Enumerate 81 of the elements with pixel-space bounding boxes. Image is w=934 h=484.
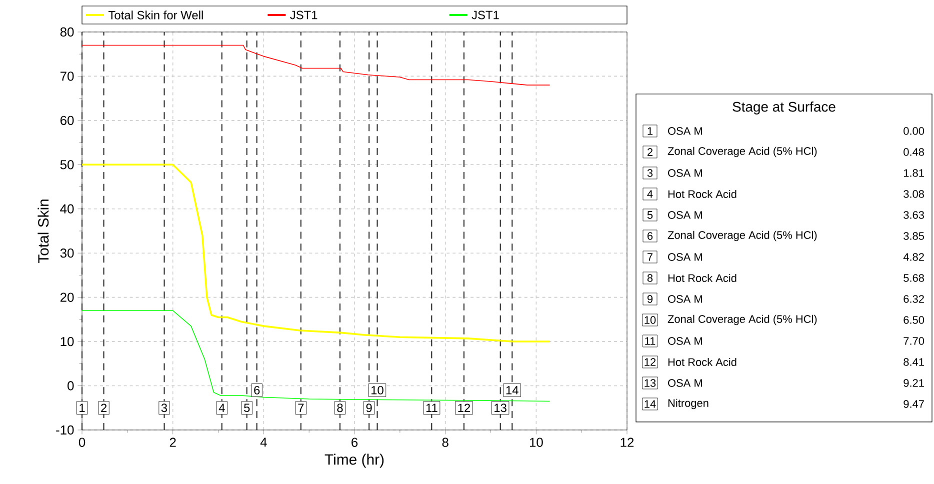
- text: 8: [647, 274, 653, 282]
- y-axis-title: Total Skin: [38, 200, 49, 264]
- text: 0.48: [904, 148, 924, 156]
- text: 1: [648, 127, 653, 135]
- annotation: 3: [161, 404, 168, 412]
- text: Hot Rock Acid: [668, 358, 736, 366]
- text: Stage at Surface: [732, 101, 836, 114]
- text: Nitrogen: [668, 398, 708, 410]
- legend-label: JST1: [472, 10, 499, 20]
- y-tick-label: 40: [60, 204, 74, 214]
- text: OSA M: [668, 337, 702, 345]
- y-tick-label: 0: [68, 381, 74, 390]
- text: 7.70: [904, 337, 924, 345]
- y-tick-label: 70: [60, 72, 74, 81]
- legend-label: Total Skin for Well: [108, 10, 203, 20]
- text: 13: [644, 379, 656, 387]
- text: OSA M: [668, 211, 702, 219]
- text: 3.85: [904, 232, 924, 240]
- text: Zonal Coverage Acid (5% HCl): [668, 314, 817, 326]
- annotation: 11: [426, 404, 438, 412]
- text: 6.32: [904, 295, 924, 303]
- x-tick-label: 8: [442, 438, 448, 447]
- x-tick-label: 10: [530, 438, 543, 447]
- annotation: 14: [506, 386, 518, 394]
- text: 11: [645, 337, 656, 345]
- x-tick-label: 4: [260, 438, 267, 447]
- line-series: [82, 44, 550, 86]
- text: 9.47: [904, 400, 924, 408]
- x-tick-label: 12: [620, 438, 634, 447]
- annotation: 2: [101, 404, 107, 412]
- annotation: 8: [337, 404, 343, 412]
- y-tick-label: 60: [60, 116, 74, 126]
- annotation: 9: [366, 404, 372, 412]
- text: 3.08: [904, 190, 924, 198]
- annotation: 10: [371, 386, 384, 394]
- text: 3.63: [904, 211, 924, 219]
- text: Hot Rock Acid: [668, 274, 736, 282]
- x-tick-label: 0: [78, 438, 86, 447]
- text: OSA M: [668, 169, 702, 177]
- text: 5.68: [904, 274, 924, 282]
- x-axis-title: Time (hr): [324, 454, 384, 468]
- legend-label: JST1: [290, 10, 318, 20]
- x-tick-label: 2: [170, 438, 176, 447]
- annotation: 4: [218, 404, 225, 412]
- text: 4.82: [903, 253, 924, 261]
- text: 14: [644, 400, 656, 408]
- y-tick-label: -10: [56, 425, 74, 435]
- text: 6: [648, 232, 653, 240]
- y-tick-label: 20: [60, 292, 74, 302]
- annotation: 1: [80, 404, 85, 412]
- text: 5: [647, 211, 653, 219]
- annotation: 7: [298, 404, 304, 412]
- y-tick-label: 10: [60, 336, 74, 346]
- annotation: 6: [254, 386, 260, 394]
- text: Zonal Coverage Acid (5% HCl): [668, 230, 817, 242]
- annotation: 13: [494, 404, 506, 412]
- text: Zonal Coverage Acid (5% HCl): [668, 146, 817, 158]
- text: 10: [644, 316, 656, 324]
- text: Hot Rock Acid: [668, 190, 736, 198]
- text: OSA M: [668, 127, 702, 135]
- text: 0.00: [904, 127, 924, 135]
- y-tick-label: 30: [60, 248, 74, 258]
- line-series: [81, 164, 551, 342]
- text: 12: [644, 358, 656, 366]
- text: 2: [648, 148, 653, 156]
- text: 8.41: [904, 358, 924, 366]
- text: 4: [647, 190, 653, 198]
- text: OSA M: [668, 253, 702, 261]
- text: 9: [647, 295, 653, 303]
- text: 6.50: [904, 316, 924, 324]
- annotation: 5: [244, 404, 250, 412]
- text: 9.21: [904, 379, 924, 387]
- x-tick-label: 6: [352, 438, 358, 447]
- annotation: 12: [458, 404, 470, 412]
- text: OSA M: [668, 379, 702, 387]
- text: 3: [647, 169, 653, 177]
- text: 1.81: [904, 169, 924, 177]
- text: 7: [648, 253, 653, 261]
- y-tick-label: 80: [60, 27, 74, 37]
- text: OSA M: [668, 295, 702, 303]
- y-tick-label: 50: [60, 160, 74, 170]
